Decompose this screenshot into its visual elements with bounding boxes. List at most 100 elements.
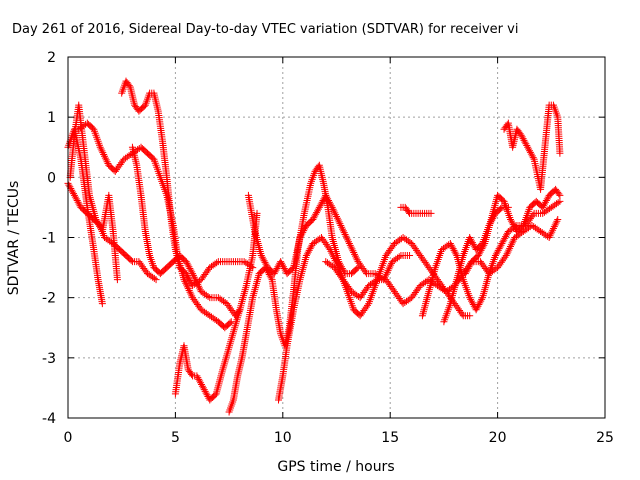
plus-marker: [556, 149, 564, 157]
plus-marker: [353, 265, 361, 273]
plus-marker: [183, 281, 191, 289]
plus-marker: [183, 283, 191, 291]
plus-marker: [211, 391, 219, 399]
plus-marker: [504, 248, 512, 256]
plus-marker: [253, 209, 261, 217]
plus-marker: [506, 244, 514, 252]
plus-marker: [452, 250, 460, 258]
plus-marker: [550, 223, 558, 231]
plus-marker: [330, 207, 338, 215]
plus-marker: [406, 238, 414, 246]
x-tick-label: 15: [381, 430, 399, 446]
plus-marker: [501, 253, 509, 261]
plus-marker: [195, 284, 203, 292]
plus-marker: [353, 256, 361, 264]
plus-marker: [101, 152, 109, 160]
plus-marker: [466, 312, 474, 320]
plus-marker: [507, 241, 515, 249]
y-tick-label: -2: [42, 291, 56, 307]
plus-marker: [345, 238, 353, 246]
plus-marker: [387, 261, 395, 269]
y-tick-label: 1: [47, 110, 56, 126]
plus-marker: [363, 283, 371, 291]
plus-marker: [340, 229, 348, 237]
plus-marker: [101, 154, 109, 162]
plus-marker: [226, 319, 234, 327]
plus-marker: [478, 295, 486, 303]
y-tick-label: 2: [47, 50, 56, 66]
plus-marker: [333, 260, 341, 268]
plus-marker: [193, 279, 201, 287]
plus-marker: [191, 275, 199, 283]
x-axis-label: GPS time / hours: [277, 459, 394, 475]
plus-marker: [529, 211, 537, 219]
plus-marker: [508, 239, 516, 247]
plus-marker: [505, 246, 513, 254]
plus-marker: [331, 209, 339, 217]
plus-marker: [184, 285, 192, 293]
plus-marker: [329, 251, 337, 259]
plus-marker: [194, 280, 202, 288]
series-arc-12: [397, 203, 435, 217]
plus-marker: [351, 250, 359, 258]
y-tick-label: -1: [42, 231, 56, 247]
plus-marker: [372, 277, 380, 285]
plus-marker: [339, 225, 347, 233]
plus-marker: [98, 300, 106, 308]
plus-marker: [384, 267, 392, 275]
plus-marker: [503, 250, 511, 258]
plus-marker: [546, 232, 554, 240]
plus-marker: [554, 215, 562, 223]
plus-marker: [330, 255, 338, 263]
plus-marker: [354, 292, 362, 300]
plus-marker: [327, 247, 335, 255]
x-tick-labels: 0 5 10 15 20 25: [64, 430, 614, 446]
plus-marker: [142, 268, 150, 276]
plus-marker: [100, 150, 108, 158]
plus-marker: [180, 276, 188, 284]
plus-marker: [288, 265, 296, 273]
plus-marker: [331, 256, 339, 264]
plus-marker: [96, 143, 104, 151]
plus-marker: [267, 274, 275, 282]
plus-marker: [185, 286, 193, 294]
plus-marker: [383, 268, 391, 276]
plus-marker: [337, 221, 345, 229]
plus-marker: [349, 247, 357, 255]
y-tick-label: -3: [42, 351, 56, 367]
series-arc-5: [118, 77, 257, 290]
plus-marker: [328, 203, 336, 211]
x-tick-label: 5: [171, 430, 180, 446]
plus-marker: [196, 304, 204, 312]
chart-title: Day 261 of 2016, Sidereal Day-to-day VTE…: [12, 22, 518, 37]
plus-marker: [205, 265, 213, 273]
plus-marker: [188, 268, 196, 276]
plus-marker: [552, 219, 560, 227]
plus-marker: [329, 205, 337, 213]
plus-marker: [352, 254, 360, 262]
plus-marker: [335, 218, 343, 226]
plus-marker: [555, 190, 563, 198]
plus-marker: [351, 252, 359, 260]
grid-lines: [68, 57, 605, 418]
plus-marker: [328, 249, 336, 257]
plus-marker: [152, 276, 160, 284]
series-arc-9: [244, 191, 414, 284]
plus-marker: [97, 145, 105, 153]
plus-marker: [385, 265, 393, 273]
y-tick-labels: -4 -3 -2 -1 0 1 2: [42, 50, 56, 427]
plus-marker: [338, 223, 346, 231]
plus-marker: [221, 298, 229, 306]
plus-marker: [345, 240, 353, 248]
plus-marker: [188, 370, 196, 378]
plus-marker: [339, 227, 347, 235]
plus-marker: [556, 191, 564, 199]
plus-marker: [547, 230, 555, 238]
plus-marker: [213, 259, 221, 267]
x-tick-label: 0: [64, 430, 73, 446]
plus-marker: [188, 292, 196, 300]
plus-marker: [344, 236, 352, 244]
plus-marker: [326, 246, 334, 254]
plus-marker: [187, 290, 195, 298]
